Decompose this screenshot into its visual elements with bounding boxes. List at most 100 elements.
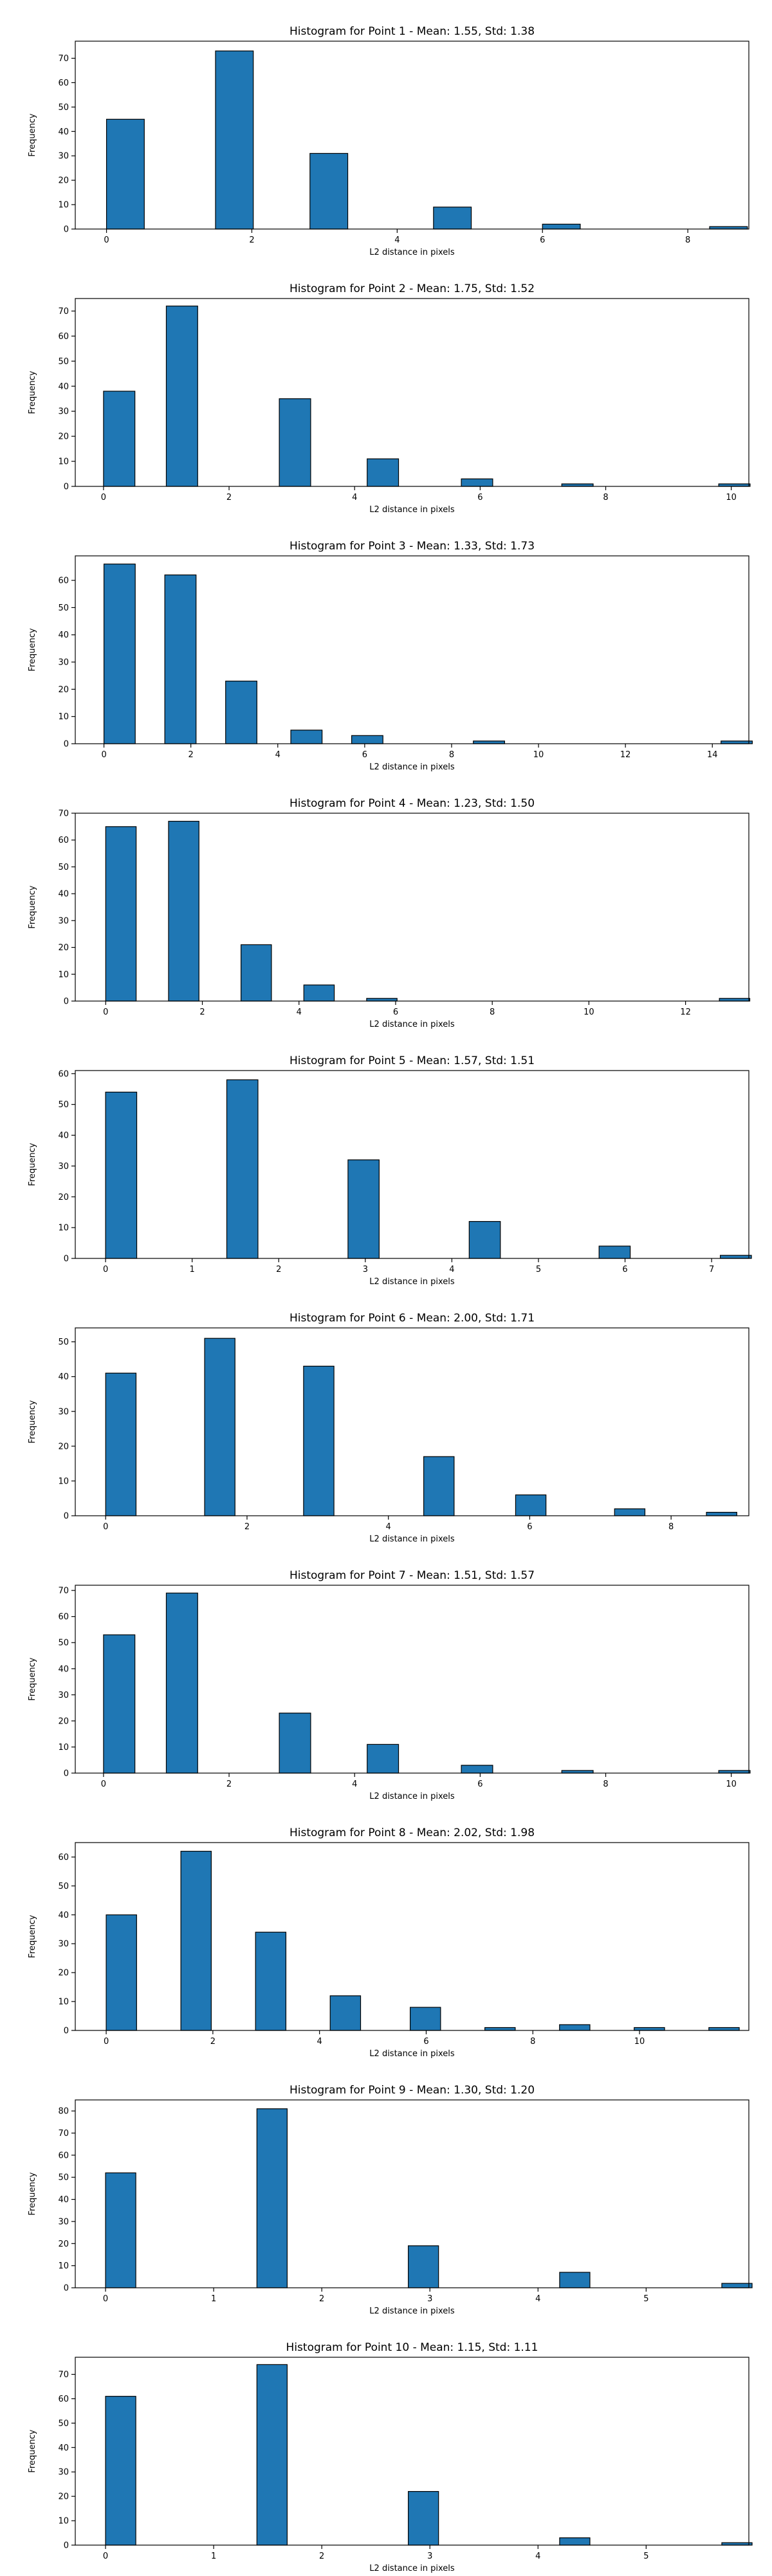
histogram-bar-4 bbox=[329, 1995, 362, 2031]
y-tick-label: 20 bbox=[58, 1442, 69, 1451]
y-tick-label: 60 bbox=[58, 78, 69, 88]
x-tick-label: 0 bbox=[103, 2552, 108, 2561]
histogram-bar-3 bbox=[408, 2490, 439, 2546]
x-tick-label: 8 bbox=[449, 750, 454, 760]
y-axis-label: Frequency bbox=[28, 1400, 37, 1443]
y-tick-label: 50 bbox=[58, 357, 69, 367]
histogram-bar-3 bbox=[225, 681, 257, 744]
y-tick-label: 30 bbox=[58, 1162, 69, 1172]
chart-title: Histogram for Point 6 - Mean: 2.00, Std:… bbox=[290, 1312, 535, 1325]
x-tick-label: 0 bbox=[103, 1007, 108, 1017]
x-tick-label: 4 bbox=[352, 1780, 357, 1789]
x-axis-label: L2 distance in pixels bbox=[369, 1277, 455, 1287]
x-tick-label: 2 bbox=[226, 1780, 232, 1789]
y-tick-label: 0 bbox=[64, 1769, 69, 1779]
histogram-bar-4 bbox=[290, 730, 323, 744]
axes-frame bbox=[75, 1327, 749, 1516]
y-tick-label: 30 bbox=[58, 152, 69, 161]
y-tick-label: 60 bbox=[58, 1612, 69, 1622]
x-tick-label: 3 bbox=[427, 2552, 432, 2561]
x-tick-label: 8 bbox=[530, 2037, 535, 2047]
x-axis-label: L2 distance in pixels bbox=[369, 505, 455, 515]
y-tick-label: 10 bbox=[58, 457, 69, 467]
y-tick-label: 50 bbox=[58, 1882, 69, 1891]
x-tick-label: 4 bbox=[386, 1522, 391, 1532]
chart-title: Histogram for Point 3 - Mean: 1.33, Std:… bbox=[290, 540, 535, 553]
histogram-bar-1 bbox=[103, 564, 136, 744]
x-tick-label: 2 bbox=[244, 1522, 250, 1532]
histogram-bar-6 bbox=[484, 2027, 516, 2031]
axes-frame bbox=[75, 1842, 749, 2031]
x-tick-label: 1 bbox=[211, 2552, 216, 2561]
histogram-bar-4 bbox=[367, 1743, 400, 1774]
y-axis-label: Frequency bbox=[28, 2429, 37, 2472]
x-tick-label: 4 bbox=[297, 1007, 302, 1017]
y-axis-label: Frequency bbox=[28, 1143, 37, 1186]
y-tick-label: 40 bbox=[58, 890, 69, 899]
histogram-bar-3 bbox=[255, 1931, 287, 2031]
x-tick-label: 8 bbox=[603, 1780, 608, 1789]
histogram-bar-6 bbox=[473, 741, 505, 744]
y-tick-label: 10 bbox=[58, 970, 69, 980]
histogram-bar-1 bbox=[106, 1914, 137, 2031]
x-tick-label: 5 bbox=[643, 2294, 648, 2304]
histogram-bar-2 bbox=[180, 1850, 212, 2031]
histogram-bar-6 bbox=[719, 998, 751, 1002]
histogram-bar-2 bbox=[204, 1338, 235, 1516]
x-tick-label: 0 bbox=[103, 1522, 108, 1532]
histogram-bar-5 bbox=[366, 998, 398, 1002]
histogram-bar-7 bbox=[721, 741, 753, 744]
histogram-bar-4 bbox=[367, 458, 400, 487]
x-tick-label: 6 bbox=[477, 493, 482, 502]
histogram-bar-5 bbox=[515, 1494, 547, 1516]
x-tick-label: 3 bbox=[363, 1265, 368, 1274]
y-tick-label: 40 bbox=[58, 1131, 69, 1141]
y-tick-label: 30 bbox=[58, 1407, 69, 1417]
y-axis-label: Frequency bbox=[28, 628, 37, 671]
histogram-bar-7 bbox=[559, 2024, 591, 2031]
y-tick-label: 70 bbox=[58, 809, 69, 819]
x-axis-label: L2 distance in pixels bbox=[369, 2049, 455, 2059]
y-tick-label: 40 bbox=[58, 2195, 69, 2205]
histogram-bar-5 bbox=[461, 1765, 493, 1774]
histogram-bar-3 bbox=[279, 398, 311, 487]
y-tick-label: 60 bbox=[58, 1069, 69, 1079]
chart-title: Histogram for Point 2 - Mean: 1.75, Std:… bbox=[290, 282, 535, 295]
y-tick-label: 50 bbox=[58, 1639, 69, 1648]
histogram-bar-8 bbox=[634, 2027, 665, 2031]
y-tick-label: 20 bbox=[58, 176, 69, 186]
x-tick-label: 2 bbox=[319, 2552, 324, 2561]
axes-frame bbox=[75, 2099, 749, 2288]
y-tick-label: 20 bbox=[58, 943, 69, 953]
x-tick-label: 0 bbox=[101, 1780, 106, 1789]
y-axis-label: Frequency bbox=[28, 1915, 37, 1958]
y-tick-label: 20 bbox=[58, 2492, 69, 2502]
histogram-bar-3 bbox=[279, 1713, 311, 1774]
x-tick-label: 4 bbox=[535, 2294, 540, 2304]
x-tick-label: 2 bbox=[199, 1007, 205, 1017]
y-tick-label: 40 bbox=[58, 127, 69, 137]
y-tick-label: 60 bbox=[58, 836, 69, 845]
y-tick-label: 10 bbox=[58, 1224, 69, 1233]
x-axis-label: L2 distance in pixels bbox=[369, 1534, 455, 1544]
y-tick-label: 50 bbox=[58, 1338, 69, 1347]
histogram-bar-1 bbox=[106, 118, 145, 230]
y-tick-label: 0 bbox=[64, 2027, 69, 2036]
x-tick-label: 8 bbox=[668, 1522, 674, 1532]
x-tick-label: 6 bbox=[540, 235, 545, 245]
y-tick-label: 50 bbox=[58, 2419, 69, 2429]
y-tick-label: 0 bbox=[64, 1255, 69, 1264]
histogram-bar-9 bbox=[708, 2027, 740, 2031]
y-axis-label: Frequency bbox=[28, 2172, 37, 2215]
histogram-bar-2 bbox=[164, 575, 197, 744]
y-tick-label: 60 bbox=[58, 2395, 69, 2404]
histogram-bar-7 bbox=[706, 1511, 737, 1516]
histogram-bar-2 bbox=[165, 1592, 198, 1774]
histogram-bar-1 bbox=[103, 391, 136, 487]
histogram-bar-5 bbox=[409, 2007, 441, 2031]
x-tick-label: 12 bbox=[680, 1007, 691, 1017]
y-tick-label: 40 bbox=[58, 1372, 69, 1382]
y-tick-label: 20 bbox=[58, 1716, 69, 1726]
chart-title: Histogram for Point 7 - Mean: 1.51, Std:… bbox=[290, 1569, 535, 1582]
x-tick-label: 12 bbox=[620, 750, 631, 760]
